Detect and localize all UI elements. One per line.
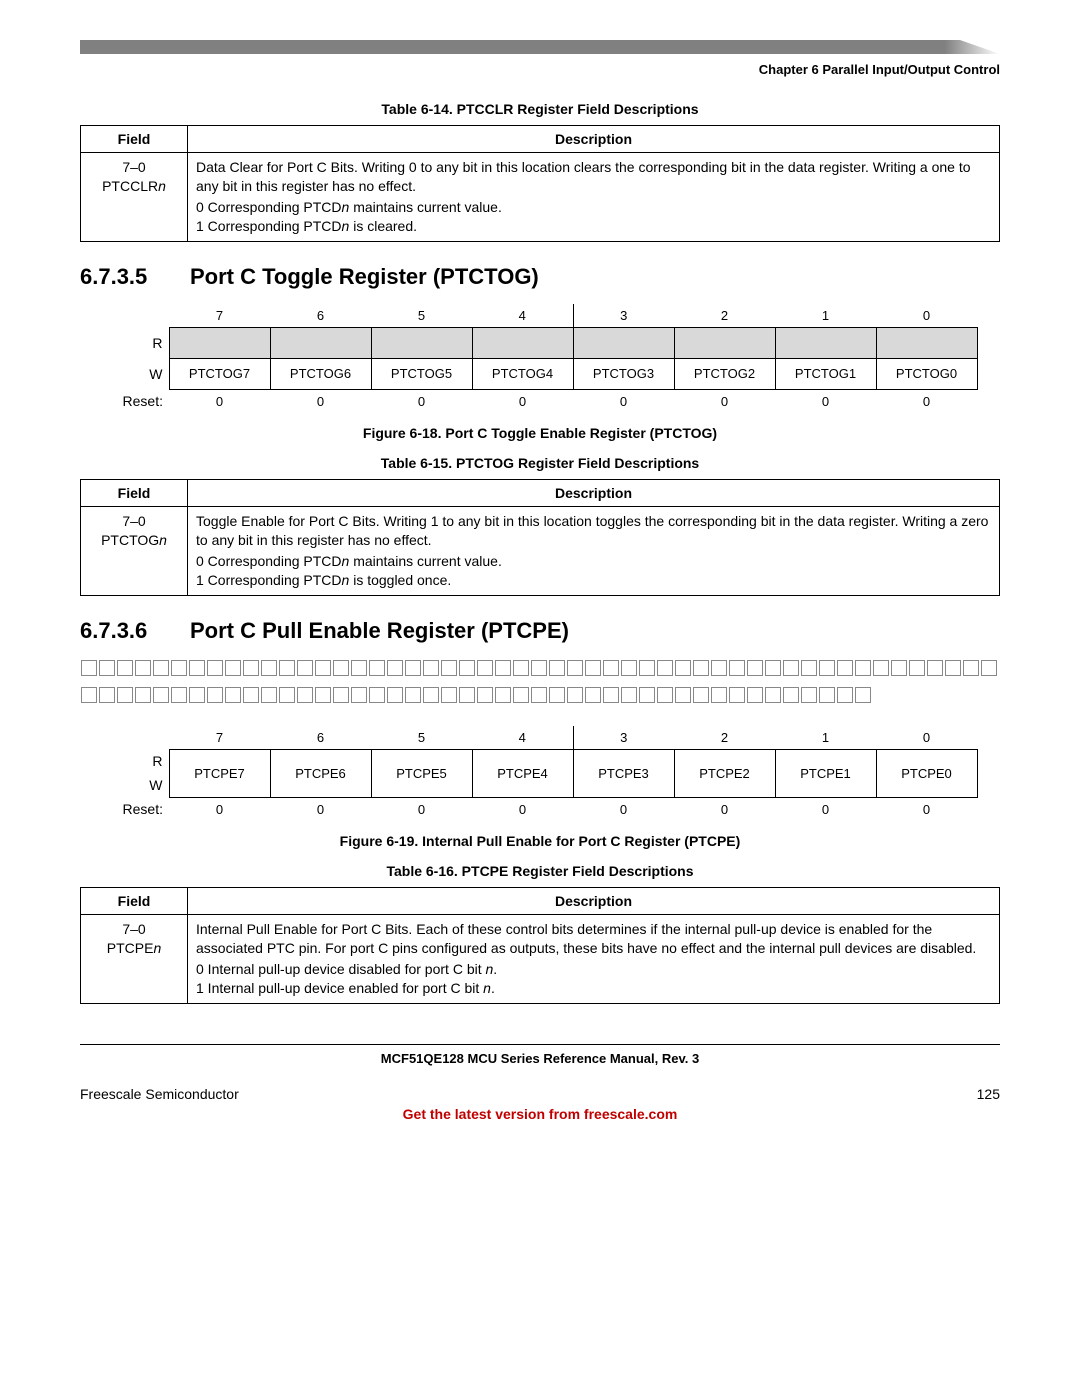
footer-company: Freescale Semiconductor (80, 1086, 239, 1102)
garbled-text (80, 658, 1000, 712)
section-6736-heading: 6.7.3.6Port C Pull Enable Register (PTCP… (80, 618, 1000, 644)
td-desc: Internal Pull Enable for Port C Bits. Ea… (188, 915, 1000, 1004)
figure-6-18-caption: Figure 6-18. Port C Toggle Enable Regist… (80, 425, 1000, 441)
footer-link[interactable]: Get the latest version from freescale.co… (80, 1106, 1000, 1122)
page-number: 125 (977, 1086, 1000, 1102)
header-bar (80, 40, 1000, 54)
td-field: 7–0 PTCPEn (81, 915, 188, 1004)
td-field: 7–0 PTCTOGn (81, 507, 188, 596)
ptctog-register-diagram: 7 6 5 4 3 2 1 0 R W PTCTOG7 PTCTOG6 PTCT… (103, 304, 978, 414)
td-field: 7–0 PTCCLRn (81, 153, 188, 242)
th-desc: Description (188, 480, 1000, 507)
td-desc: Toggle Enable for Port C Bits. Writing 1… (188, 507, 1000, 596)
footer-manual-title: MCF51QE128 MCU Series Reference Manual, … (80, 1051, 1000, 1066)
ptcpe-register-diagram: 7 6 5 4 3 2 1 0 R PTCPE7 PTCPE6 PTCPE5 P… (103, 726, 978, 822)
table-6-16-title: Table 6-16. PTCPE Register Field Descrip… (80, 863, 1000, 879)
th-desc: Description (188, 888, 1000, 915)
figure-6-19-caption: Figure 6-19. Internal Pull Enable for Po… (80, 833, 1000, 849)
table-6-16: Field Description 7–0 PTCPEn Internal Pu… (80, 887, 1000, 1004)
th-field: Field (81, 888, 188, 915)
table-6-15: Field Description 7–0 PTCTOGn Toggle Ena… (80, 479, 1000, 596)
section-6735-heading: 6.7.3.5Port C Toggle Register (PTCTOG) (80, 264, 1000, 290)
th-field: Field (81, 480, 188, 507)
table-6-15-title: Table 6-15. PTCTOG Register Field Descri… (80, 455, 1000, 471)
td-desc: Data Clear for Port C Bits. Writing 0 to… (188, 153, 1000, 242)
footer: MCF51QE128 MCU Series Reference Manual, … (80, 1044, 1000, 1122)
th-field: Field (81, 126, 188, 153)
chapter-header: Chapter 6 Parallel Input/Output Control (80, 62, 1000, 77)
table-6-14: Field Description 7–0 PTCCLRn Data Clear… (80, 125, 1000, 242)
table-6-14-title: Table 6-14. PTCCLR Register Field Descri… (80, 101, 1000, 117)
th-desc: Description (188, 126, 1000, 153)
